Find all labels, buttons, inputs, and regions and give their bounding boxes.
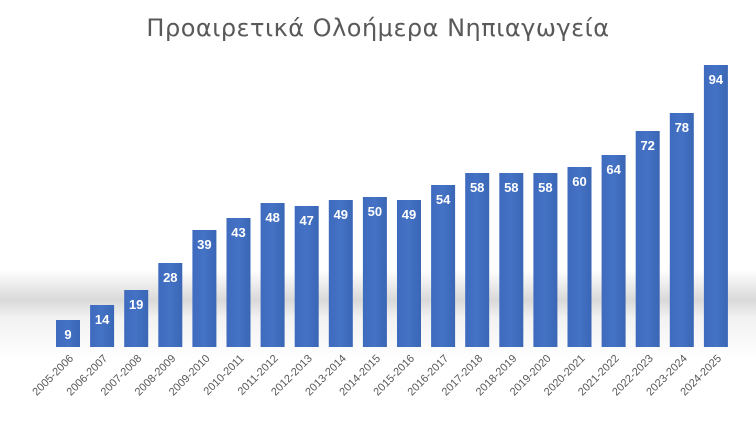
data-label-2018-2019: 58 [504,180,518,195]
data-label-2020-2021: 60 [572,174,586,189]
bar-2022-2023 [635,131,660,347]
bar-2014-2015 [362,197,387,347]
bar-2024-2025 [703,65,728,347]
data-label-2016-2017: 54 [436,192,451,207]
data-label-2022-2023: 72 [640,138,654,153]
bar-2008-2009 [158,263,183,347]
bar-2021-2022 [601,155,626,347]
bar-2012-2013 [294,206,319,347]
x-tick-labels-group: 2005-20062006-20072007-20082008-20092009… [30,353,724,399]
data-label-2011-2012: 48 [265,210,279,225]
data-label-2009-2010: 39 [197,237,211,252]
bar-2007-2008 [124,290,149,347]
data-label-2024-2025: 94 [709,72,724,87]
bar-2020-2021 [567,167,592,347]
bar-2018-2019 [499,173,524,347]
bar-2023-2024 [669,113,694,347]
bars-group [56,65,728,347]
data-label-2013-2014: 49 [334,207,348,222]
data-label-2014-2015: 50 [368,204,382,219]
bar-2019-2020 [533,173,558,347]
bar-2005-2006 [56,320,80,347]
data-label-2023-2024: 78 [675,120,689,135]
bar-2016-2017 [431,185,456,347]
data-label-2012-2013: 47 [299,213,313,228]
data-label-2019-2020: 58 [538,180,552,195]
data-label-2021-2022: 64 [606,162,621,177]
bar-2017-2018 [465,173,490,347]
chart-title: Προαιρετικά Ολοήμερα Νηπιαγωγεία [146,14,610,42]
data-labels-group: 9 14 19 28 39 43 48 47 49 50 49 54 58 58 58 60 64 72 78 94 [64,72,724,342]
data-label-2015-2016: 49 [402,207,416,222]
bar-2006-2007 [90,305,115,347]
data-label-2006-2007: 14 [95,312,110,327]
data-label-2008-2009: 28 [163,270,177,285]
bar-2009-2010 [192,230,217,347]
bar-2013-2014 [328,200,353,347]
bar-2015-2016 [397,200,421,347]
data-label-2005-2006: 9 [64,327,71,342]
data-label-2010-2011: 43 [231,225,245,240]
data-label-2007-2008: 19 [129,297,143,312]
bar-2010-2011 [226,218,251,347]
bar-2011-2012 [260,203,285,347]
data-label-2017-2018: 58 [470,180,484,195]
